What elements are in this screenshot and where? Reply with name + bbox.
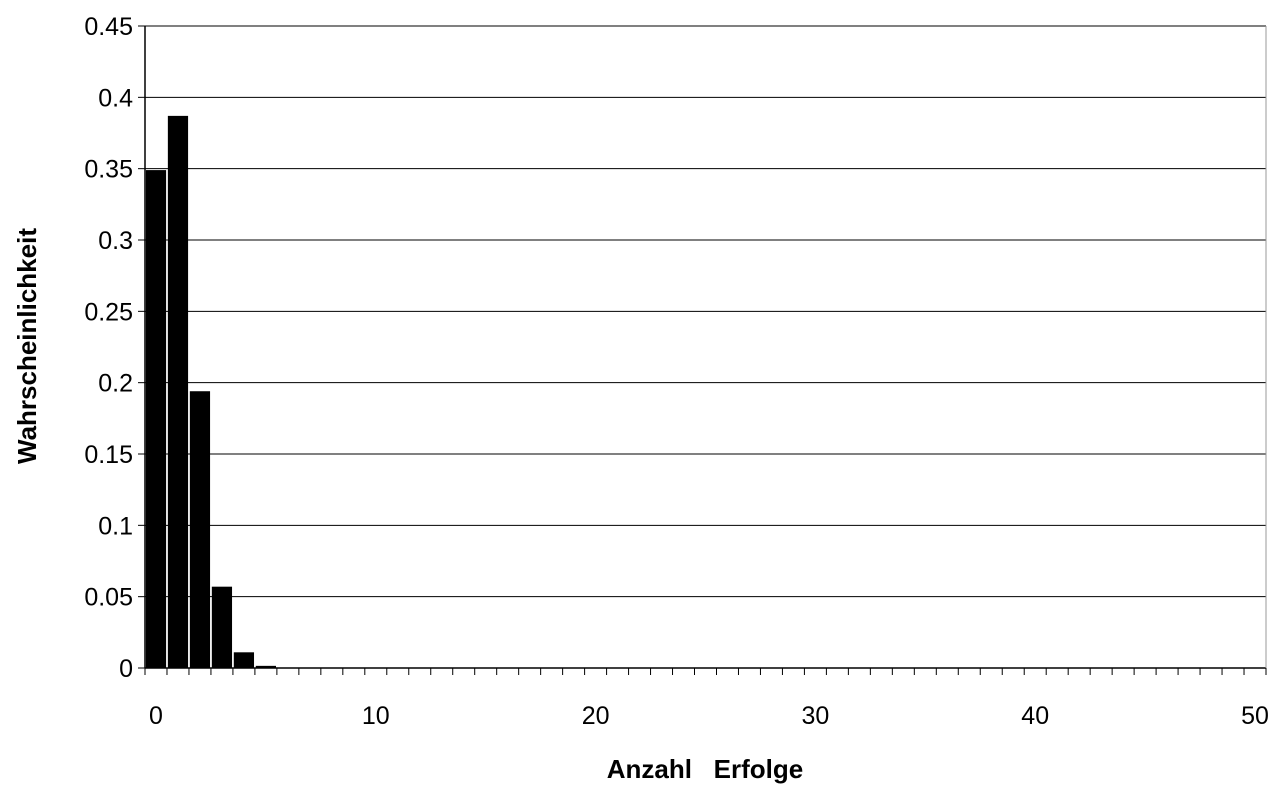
x-tick-label: 30: [801, 702, 829, 730]
bar: [189, 391, 211, 668]
y-tick-label: 0.15: [84, 441, 133, 469]
axes: [138, 25, 1267, 675]
y-tick-label: 0.1: [98, 512, 133, 540]
y-tick-label: 0.25: [84, 298, 133, 326]
x-tick-label: 50: [1241, 702, 1269, 730]
y-tick-label: 0.2: [98, 370, 133, 398]
y-tick-label: 0: [119, 655, 133, 683]
bar: [145, 170, 167, 669]
y-tick-labels: 0 0.05 0.1 0.15 0.2 0.25 0.3 0.35 0.4 0.45: [84, 13, 133, 683]
y-tick-label: 0.35: [84, 156, 133, 184]
y-axis-title: Wahrscheinlichkeit: [12, 228, 42, 464]
bar: [167, 115, 189, 668]
bars: [145, 115, 298, 669]
x-tick-label: 40: [1021, 702, 1049, 730]
y-tick-label: 0.4: [98, 84, 133, 112]
x-axis-title: Anzahl Erfolge: [607, 754, 803, 784]
bar: [233, 652, 255, 668]
y-tick-label: 0.05: [84, 584, 133, 612]
bar: [211, 586, 233, 668]
gridlines: [145, 25, 1266, 598]
x-tick-labels: 0 10 20 30 40 50: [149, 702, 1269, 730]
bar: [255, 665, 277, 668]
y-tick-label: 0.3: [98, 227, 133, 255]
x-tick-label: 10: [362, 702, 390, 730]
x-tick-label: 20: [582, 702, 610, 730]
y-tick-label: 0.45: [84, 13, 133, 41]
x-tick-label: 0: [149, 702, 163, 730]
